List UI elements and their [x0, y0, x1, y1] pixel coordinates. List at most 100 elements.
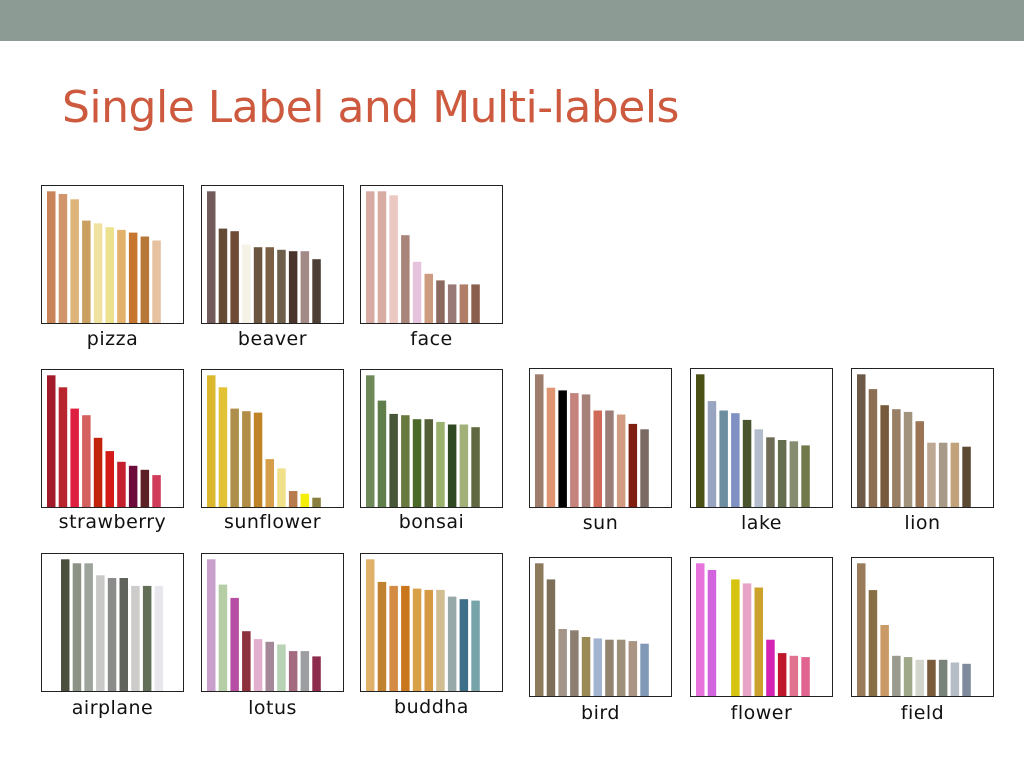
bar-bird-7 [605, 639, 614, 696]
bar-sun-3 [558, 390, 567, 507]
bar-field-9 [950, 662, 960, 696]
bar-lion-8 [938, 442, 948, 507]
bar-field-4 [892, 655, 901, 696]
chart-lake [690, 368, 833, 508]
bar-lotus-6 [265, 641, 274, 691]
bar-field-10 [962, 663, 971, 696]
bar-flower-6 [754, 587, 763, 696]
bar-flower-2 [707, 570, 717, 696]
bar-lotus-9 [300, 651, 310, 691]
bar-pizza-8 [128, 232, 138, 323]
bar-pizza-4 [82, 220, 91, 323]
bar-buddha-6 [424, 589, 433, 691]
bar-bonsai-3 [389, 413, 398, 507]
bar-lion-2 [868, 389, 878, 507]
bar-field-1 [857, 563, 866, 696]
bar-bonsai-7 [436, 421, 445, 507]
bar-airplane-9 [154, 585, 164, 691]
chart-sunflower [201, 369, 344, 508]
bar-bonsai-5 [412, 419, 422, 507]
bar-sun-10 [640, 429, 649, 507]
bar-airplane-4 [96, 575, 105, 691]
label-flower: flower [730, 702, 793, 724]
bar-beaver-4 [242, 244, 251, 323]
bar-strawberry-4 [82, 415, 91, 507]
label-sun: sun [582, 512, 619, 534]
label-beaver: beaver [237, 328, 308, 350]
bar-flower-8 [777, 653, 787, 696]
bar-face-8 [447, 284, 457, 323]
chart-bonsai [360, 369, 503, 508]
bar-sunflower-9 [300, 493, 310, 507]
bar-flower-4 [731, 579, 740, 696]
chart-sun [529, 368, 672, 508]
bar-strawberry-1 [47, 375, 56, 507]
bar-bonsai-1 [366, 375, 375, 507]
bar-lake-8 [777, 440, 787, 507]
bar-bird-10 [640, 643, 649, 696]
bar-lake-5 [742, 419, 752, 507]
bar-face-5 [412, 261, 422, 323]
bar-face-7 [436, 280, 445, 323]
bar-lion-7 [927, 442, 936, 507]
bar-sunflower-5 [253, 412, 263, 507]
bar-pizza-1 [47, 191, 56, 323]
bar-sun-4 [570, 393, 579, 507]
chart-pizza [41, 185, 184, 324]
bar-lion-4 [892, 409, 901, 507]
bar-beaver-6 [265, 247, 274, 323]
bar-lion-5 [903, 411, 913, 507]
chart-beaver [201, 185, 344, 324]
chart-face [360, 185, 503, 324]
label-bonsai: bonsai [398, 511, 465, 533]
bar-strawberry-9 [140, 469, 150, 507]
label-lotus: lotus [248, 697, 297, 719]
bar-bird-4 [570, 630, 579, 696]
bar-flower-5 [742, 583, 752, 696]
bar-airplane-6 [119, 578, 128, 691]
bar-beaver-10 [312, 259, 321, 323]
bar-flower-10 [801, 657, 810, 696]
bar-beaver-8 [288, 251, 298, 323]
bar-lotus-1 [207, 559, 216, 691]
bar-lion-9 [950, 442, 960, 507]
label-buddha: buddha [394, 696, 469, 718]
bar-face-10 [471, 284, 480, 323]
bar-sunflower-3 [230, 408, 239, 507]
bar-lotus-2 [218, 584, 228, 691]
bar-field-5 [903, 657, 913, 696]
bar-lake-10 [801, 445, 810, 507]
label-bird: bird [581, 702, 620, 724]
chart-lotus [201, 553, 344, 692]
bar-bonsai-8 [447, 424, 457, 507]
bar-airplane-2 [72, 563, 82, 691]
bar-pizza-7 [117, 229, 126, 323]
bar-strawberry-3 [70, 408, 79, 507]
bar-flower-9 [789, 655, 799, 696]
bar-airplane-7 [131, 585, 140, 691]
bar-field-3 [880, 625, 889, 696]
chart-flower [690, 557, 833, 697]
bar-beaver-3 [230, 231, 239, 323]
bar-face-2 [377, 191, 387, 323]
bar-lotus-10 [312, 656, 321, 691]
bar-face-1 [366, 191, 375, 323]
bar-sunflower-7 [277, 468, 286, 507]
bar-sunflower-8 [288, 491, 298, 507]
bar-airplane-5 [107, 578, 117, 691]
bar-face-3 [389, 195, 398, 323]
bar-lion-3 [880, 405, 889, 507]
bar-bird-8 [616, 639, 626, 696]
bar-lake-6 [754, 429, 763, 507]
label-sunflower: sunflower [223, 511, 322, 533]
bar-field-7 [927, 659, 936, 696]
label-lake: lake [741, 512, 782, 534]
bar-bonsai-6 [424, 419, 433, 507]
bar-buddha-8 [447, 596, 457, 691]
bar-buddha-10 [471, 600, 480, 691]
bar-strawberry-7 [117, 461, 126, 507]
bar-airplane-3 [84, 563, 93, 691]
bar-bird-9 [628, 641, 638, 696]
bar-sunflower-2 [218, 387, 228, 507]
bar-sun-5 [581, 394, 591, 507]
